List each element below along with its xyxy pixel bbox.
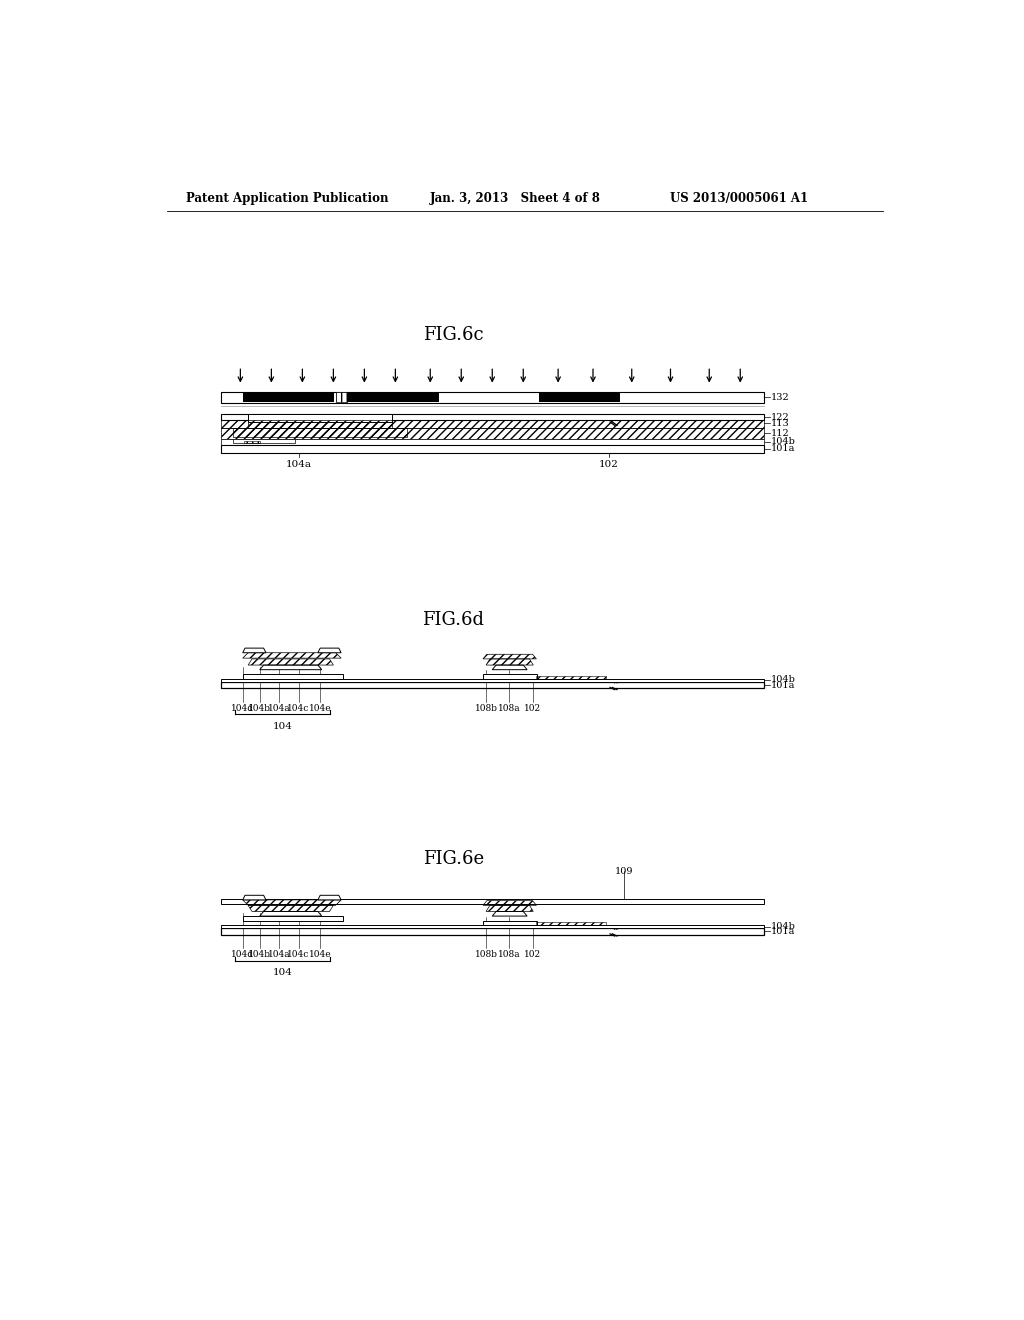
Bar [221,420,764,428]
Bar [232,440,295,444]
Bar [243,647,343,655]
Text: 104d: 104d [231,704,254,713]
Bar [243,916,343,921]
Text: Patent Application Publication: Patent Application Publication [186,191,389,205]
Text: FIG.6c: FIG.6c [423,326,483,345]
Bar [537,923,606,925]
Text: FIG.6e: FIG.6e [423,850,484,869]
Text: 102: 102 [599,461,618,469]
Text: 104: 104 [272,722,292,731]
Bar [243,895,343,899]
Text: 113: 113 [771,418,790,428]
Bar [248,414,391,422]
Text: 104c: 104c [288,704,309,713]
Bar [221,899,764,904]
Text: 109: 109 [614,867,633,875]
Bar [245,441,260,444]
Bar [221,445,764,453]
Text: 102: 102 [524,704,541,713]
Text: 101a: 101a [771,681,796,689]
Polygon shape [260,911,322,916]
Polygon shape [260,665,322,669]
Text: 108a: 108a [498,950,520,958]
Bar [347,392,438,401]
Bar [221,928,764,935]
Text: 104e: 104e [309,704,332,713]
Text: Jan. 3, 2013   Sheet 4 of 8: Jan. 3, 2013 Sheet 4 of 8 [430,191,601,205]
Bar [243,392,334,401]
Bar [243,675,343,678]
Bar [438,925,601,928]
Text: 104b: 104b [248,950,271,958]
Bar [539,392,621,401]
Text: FIG.6d: FIG.6d [423,611,484,630]
Text: 104a: 104a [268,704,291,713]
Bar [232,428,407,437]
Bar [221,678,764,682]
Polygon shape [493,665,527,669]
Bar [221,392,764,404]
Bar [537,676,606,678]
Text: 112: 112 [771,429,790,438]
Polygon shape [243,648,266,653]
Text: 104b: 104b [771,437,796,446]
Text: 104: 104 [272,969,292,977]
Text: 132: 132 [771,392,790,401]
Text: 104b: 104b [771,676,796,684]
Bar [221,925,764,928]
Text: 108b: 108b [474,704,498,713]
Text: 101a: 101a [771,927,796,936]
Text: 104e: 104e [309,950,332,958]
Bar [483,921,538,925]
Text: US 2013/0005061 A1: US 2013/0005061 A1 [671,191,809,205]
Bar [221,682,764,688]
Bar [438,678,601,682]
Bar [336,392,347,401]
Bar [483,675,538,678]
Polygon shape [493,911,527,916]
Text: 108a: 108a [498,704,520,713]
Bar [221,428,764,440]
Text: 104b: 104b [771,923,796,932]
Bar [221,440,764,445]
Text: 102: 102 [524,950,541,958]
Text: 104a: 104a [286,461,311,469]
Text: 104a: 104a [268,950,291,958]
Polygon shape [243,895,266,900]
Text: 108b: 108b [474,950,498,958]
Text: 104b: 104b [248,704,271,713]
Polygon shape [317,648,341,653]
Text: 122: 122 [771,413,790,421]
Bar [248,420,391,428]
Text: 101a: 101a [771,445,796,453]
Text: 104d: 104d [231,950,254,958]
Bar [221,414,764,420]
Text: 104c: 104c [288,950,309,958]
Polygon shape [317,895,341,900]
